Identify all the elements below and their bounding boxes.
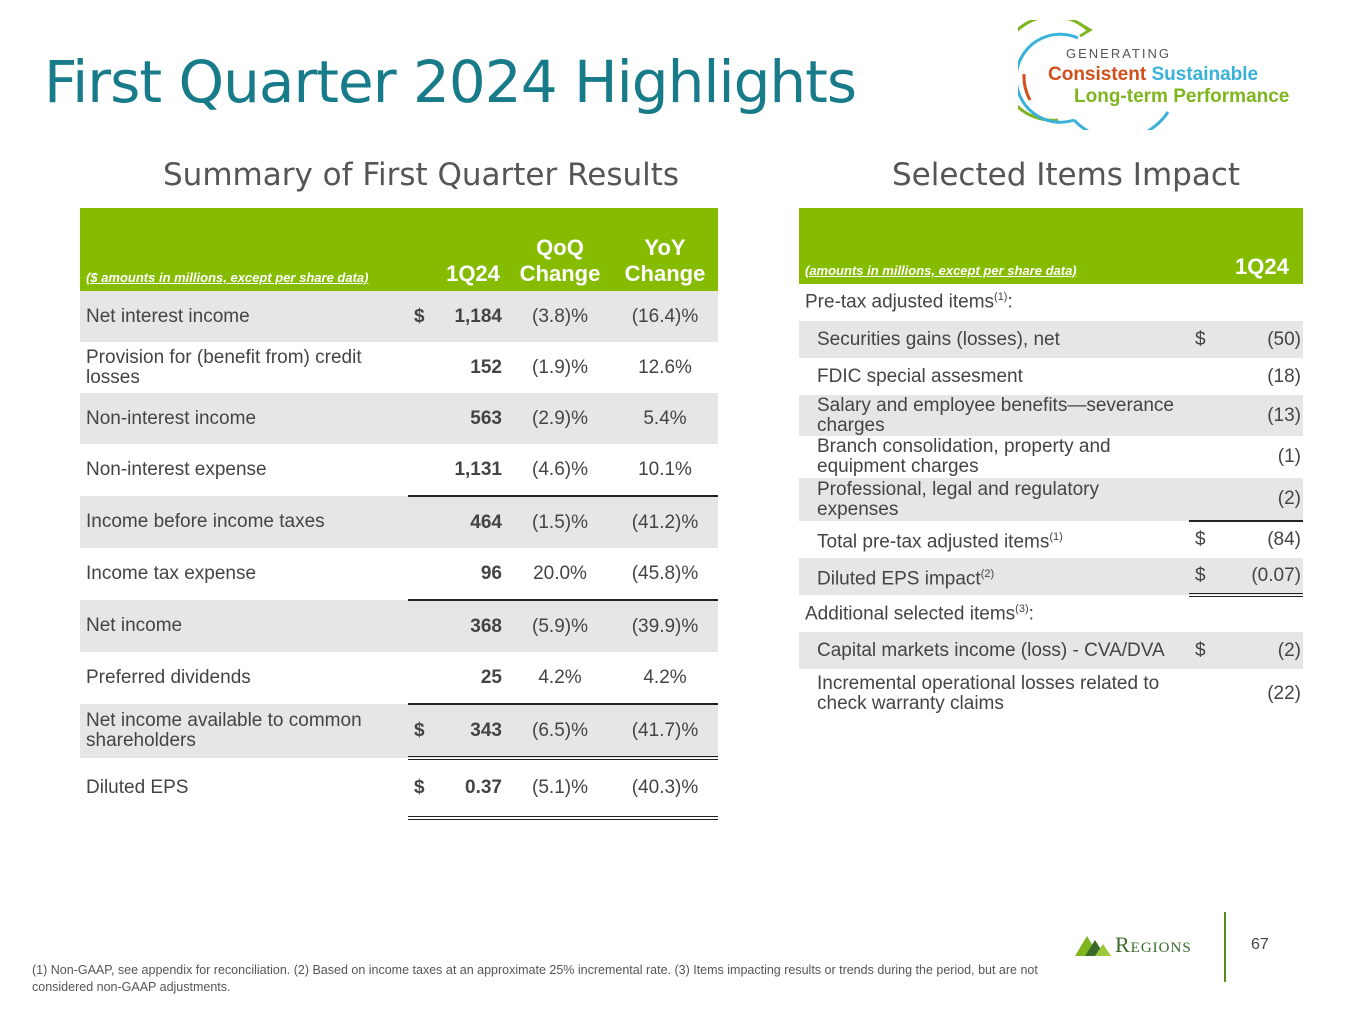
table-row: Income before income taxes 464 (1.5)% (41.2… <box>80 495 718 548</box>
table-row: Incremental operational losses related t… <box>817 673 1301 714</box>
col-header-1q24: 1Q24 <box>446 261 500 286</box>
table-row: Provision for (benefit from) credit loss… <box>80 342 718 393</box>
right-section-title: Selected Items Impact <box>892 157 1241 193</box>
logo-line1: Consistent Sustainable <box>1048 64 1258 86</box>
col-header-1q24: 1Q24 <box>1235 254 1289 279</box>
row-label: Non-interest income <box>86 407 257 429</box>
page-number: 67 <box>1251 936 1269 953</box>
page-title: First Quarter 2024 Highlights <box>44 48 857 116</box>
summary-results-table: ($ amounts in millions, except per share… <box>80 208 718 820</box>
col-header-yoy: YoY Change <box>624 235 706 286</box>
row-label: Net income available to common sharehold… <box>86 710 362 751</box>
row-label: Net interest income <box>86 305 250 327</box>
table-row: Preferred dividends 25 4.2% 4.2% <box>80 652 718 704</box>
table-row: Securities gains (losses), net $ (50) <box>799 321 1303 358</box>
table-row: Non-interest income 563 (2.9)% 5.4% <box>80 393 718 444</box>
table-row: Income tax expense 96 20.0% (45.8)% <box>80 548 718 600</box>
row-label: Provision for (benefit from) credit loss… <box>86 346 362 388</box>
table-row-total: Total pre-tax adjusted items(1) $ (84) <box>799 520 1303 558</box>
section-label-pretax: Pre-tax adjusted items(1): <box>805 291 1013 313</box>
row-label: Non-interest expense <box>86 459 267 480</box>
row-label: Income tax expense <box>86 563 257 584</box>
logo-generating: GENERATING <box>1066 46 1171 61</box>
table-row: Net income available to common sharehold… <box>80 703 718 760</box>
section-label-additional: Additional selected items(3): <box>805 603 1034 625</box>
logo-sustainable: Sustainable <box>1151 64 1259 85</box>
logo-consistent: Consistent <box>1048 64 1147 85</box>
table-caption: (amounts in millions, except per share d… <box>805 263 1077 278</box>
left-section-title: Summary of First Quarter Results <box>163 157 680 193</box>
brand-name: Regions <box>1115 932 1192 957</box>
pyramid-icon <box>1075 936 1111 956</box>
col-header-qoq: QoQ Change <box>519 235 601 286</box>
table-row: Non-interest expense 1,131 (4.6)% 10.1% <box>80 444 718 496</box>
row-label: Preferred dividends <box>86 667 251 688</box>
generating-performance-logo: GENERATING Consistent Sustainable Long-t… <box>999 14 1328 141</box>
table-row-eps: Diluted EPS impact(2) $ (0.07) <box>799 558 1303 597</box>
table-header: (amounts in millions, except per share d… <box>799 208 1303 284</box>
footnote: (1) Non-GAAP, see appendix for reconcili… <box>32 963 1038 994</box>
table-row: Net interest income $1,184 (3.8)% (16.4)% <box>80 291 718 342</box>
table-row: Branch consolidation, property and equip… <box>817 436 1301 477</box>
table-row: Diluted EPS $0.37 (5.1)% (40.3)% <box>80 758 718 820</box>
table-row: Net income 368 (5.9)% (39.9)% <box>80 599 718 652</box>
table-header: ($ amounts in millions, except per share… <box>80 208 718 291</box>
logo-longterm: Long-term Performance <box>1074 86 1290 107</box>
row-label: Income before income taxes <box>86 511 325 532</box>
table-caption: ($ amounts in millions, except per share… <box>86 270 369 285</box>
row-label: Diluted EPS <box>86 777 189 798</box>
table-row: FDIC special assesment (18) <box>817 365 1301 387</box>
table-row: Capital markets income (loss) - CVA/DVA $… <box>799 632 1303 669</box>
selected-items-table: (amounts in millions, except per share d… <box>799 208 1303 719</box>
table-row: Salary and employee benefits—severance c… <box>799 395 1303 436</box>
regions-logo: Regions <box>1075 928 1225 958</box>
table-row: Professional, legal and regulatory expen… <box>799 478 1303 521</box>
divider <box>1224 912 1226 982</box>
row-label: Net income <box>86 615 183 636</box>
